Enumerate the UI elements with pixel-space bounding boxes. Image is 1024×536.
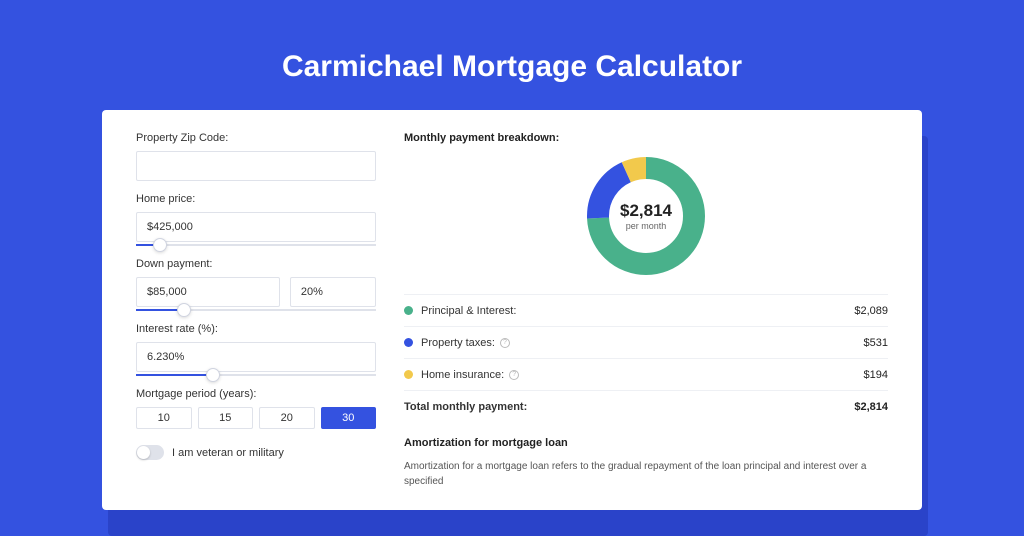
legend-label: Principal & Interest: [421, 305, 516, 317]
veteran-row: I am veteran or military [136, 445, 376, 460]
chart-center: $2,814 per month [586, 156, 706, 276]
form-column: Property Zip Code: Home price: Down paym… [136, 132, 376, 510]
breakdown-title: Monthly payment breakdown: [404, 132, 888, 144]
down-field: Down payment: [136, 258, 376, 311]
veteran-label: I am veteran or military [172, 447, 284, 459]
info-icon[interactable]: ? [509, 370, 519, 380]
rate-label: Interest rate (%): [136, 323, 376, 335]
info-icon[interactable]: ? [500, 338, 510, 348]
legend-label: Home insurance: [421, 369, 504, 381]
donut-chart: $2,814 per month [586, 156, 706, 276]
period-option-15[interactable]: 15 [198, 407, 254, 429]
zip-input[interactable] [136, 151, 376, 181]
legend-row: Property taxes:? $531 [404, 327, 888, 359]
chart-value: $2,814 [620, 201, 672, 221]
price-input[interactable] [136, 212, 376, 242]
legend-dot [404, 306, 413, 315]
veteran-toggle[interactable] [136, 445, 164, 460]
legend: Principal & Interest: $2,089 Property taxe… [404, 294, 888, 423]
period-options: 10 1520 30 [136, 407, 376, 429]
legend-dot [404, 338, 413, 347]
total-amount: $2,814 [854, 401, 888, 413]
donut-chart-wrap: $2,814 per month [404, 156, 888, 276]
down-pct-input[interactable] [290, 277, 376, 307]
amortization-title: Amortization for mortgage loan [404, 437, 888, 449]
legend-total-row: Total monthly payment: $2,814 [404, 391, 888, 423]
legend-dot [404, 370, 413, 379]
period-label: Mortgage period (years): [136, 388, 376, 400]
rate-slider[interactable] [136, 374, 376, 376]
chart-sub: per month [626, 221, 667, 231]
total-label: Total monthly payment: [404, 401, 527, 413]
legend-amount: $531 [864, 337, 888, 349]
price-slider-handle[interactable] [153, 238, 167, 252]
breakdown-column: Monthly payment breakdown: $2,814 per mo… [404, 132, 888, 510]
rate-field: Interest rate (%): [136, 323, 376, 376]
legend-label: Property taxes: [421, 337, 495, 349]
calculator-panel: Property Zip Code: Home price: Down paym… [102, 110, 922, 510]
down-amount-input[interactable] [136, 277, 280, 307]
period-option-20[interactable]: 20 [259, 407, 315, 429]
zip-field: Property Zip Code: [136, 132, 376, 181]
amortization-text: Amortization for a mortgage loan refers … [404, 459, 888, 489]
price-field: Home price: [136, 193, 376, 246]
page: Carmichael Mortgage Calculator Property … [0, 0, 1024, 512]
page-title: Carmichael Mortgage Calculator [0, 50, 1024, 84]
price-slider[interactable] [136, 244, 376, 246]
period-option-30[interactable]: 30 [321, 407, 377, 429]
price-label: Home price: [136, 193, 376, 205]
rate-slider-fill [136, 374, 213, 376]
down-slider-handle[interactable] [177, 303, 191, 317]
down-label: Down payment: [136, 258, 376, 270]
rate-input[interactable] [136, 342, 376, 372]
legend-row: Principal & Interest: $2,089 [404, 295, 888, 327]
rate-slider-handle[interactable] [206, 368, 220, 382]
legend-amount: $194 [864, 369, 888, 381]
legend-row: Home insurance:? $194 [404, 359, 888, 391]
legend-amount: $2,089 [854, 305, 888, 317]
zip-label: Property Zip Code: [136, 132, 376, 144]
amortization-section: Amortization for mortgage loan Amortizat… [404, 437, 888, 489]
down-slider[interactable] [136, 309, 376, 311]
period-option-10[interactable]: 10 [136, 407, 192, 429]
